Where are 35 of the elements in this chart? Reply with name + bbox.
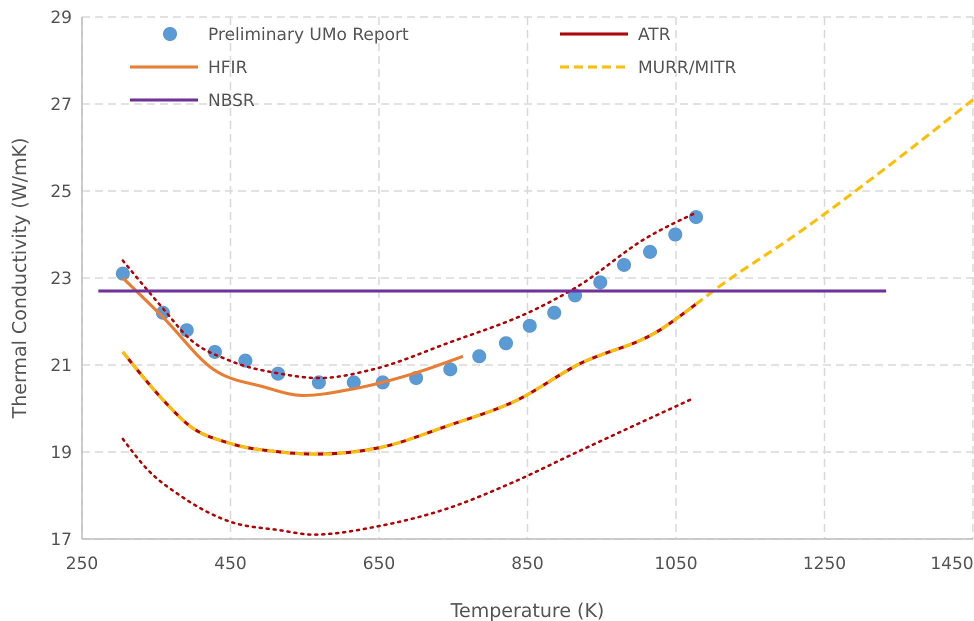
- legend-label: MURR/MITR: [638, 58, 737, 78]
- point: [443, 362, 458, 376]
- x-tick-label: 1250: [802, 554, 846, 574]
- y-tick-label: 19: [50, 443, 72, 463]
- point: [238, 354, 252, 368]
- point: [668, 228, 682, 242]
- point: [498, 336, 513, 350]
- point: [522, 318, 537, 333]
- y-tick-label: 29: [50, 8, 72, 28]
- x-tick-label: 250: [66, 554, 98, 574]
- y-tick-label: 25: [50, 182, 72, 202]
- point: [116, 266, 130, 281]
- x-tick-label: 850: [511, 554, 544, 574]
- y-tick-label: 21: [50, 356, 72, 376]
- point: [312, 375, 326, 390]
- legend-label: ATR: [638, 25, 671, 45]
- y-tick-label: 23: [50, 269, 72, 289]
- point: [472, 349, 486, 364]
- x-tick-label: 1050: [654, 554, 698, 574]
- point: [593, 275, 608, 290]
- point: [617, 258, 632, 272]
- y-tick-label: 27: [50, 95, 72, 115]
- point: [643, 244, 658, 259]
- x-axis-title: Temperature (K): [450, 600, 604, 621]
- legend-label: NBSR: [208, 91, 255, 111]
- y-axis-title: Thermal Conductivity (W/mK): [9, 138, 31, 420]
- y-tick-label: 17: [50, 530, 72, 550]
- x-tick-label: 450: [214, 554, 247, 574]
- x-tick-label: 1450: [930, 554, 974, 574]
- point: [689, 210, 704, 224]
- legend-label: HFIR: [208, 58, 248, 78]
- point: [547, 306, 562, 320]
- line-series: [122, 398, 692, 536]
- legend-label: Preliminary UMo Report: [208, 25, 410, 45]
- x-tick-label: 650: [362, 554, 396, 574]
